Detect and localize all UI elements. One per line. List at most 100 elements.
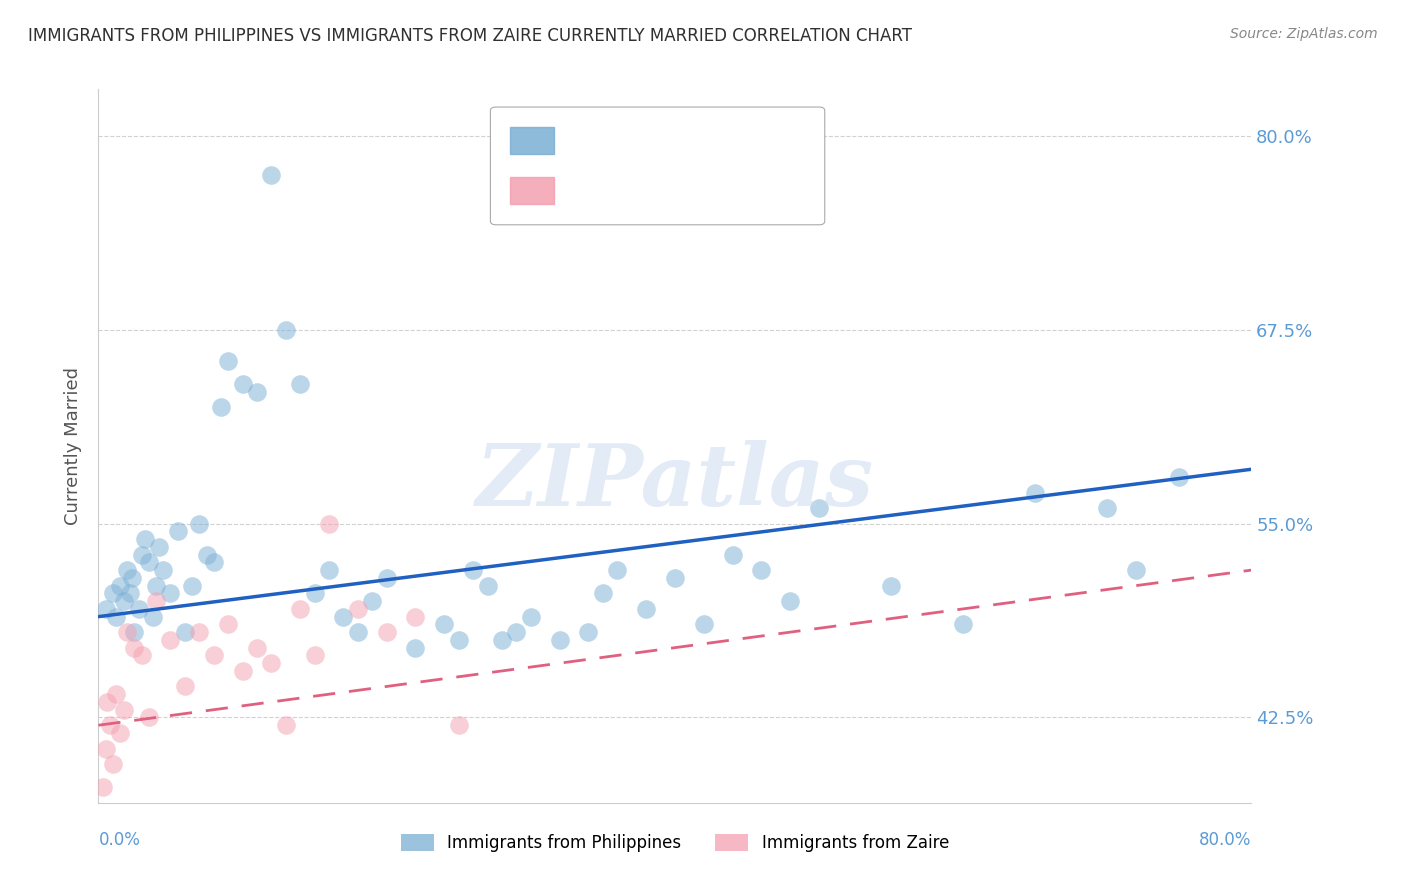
Point — [108, 726, 131, 740]
Point — [202, 555, 225, 569]
Point — [1024, 485, 1046, 500]
Point — [117, 563, 139, 577]
FancyBboxPatch shape — [491, 107, 825, 225]
Text: 80.0%: 80.0% — [1199, 831, 1251, 849]
Point — [104, 609, 127, 624]
Point — [260, 168, 283, 182]
Point — [174, 625, 197, 640]
Point — [94, 741, 117, 756]
Point — [174, 680, 197, 694]
Point — [447, 718, 470, 732]
Point — [134, 532, 156, 546]
Point — [304, 648, 326, 663]
Point — [290, 602, 312, 616]
Y-axis label: Currently Married: Currently Married — [65, 367, 83, 525]
Point — [101, 757, 124, 772]
Bar — [510, 127, 554, 154]
Point — [96, 695, 118, 709]
Point — [606, 563, 628, 577]
Point — [290, 376, 312, 391]
Point — [520, 609, 543, 624]
Point — [148, 540, 170, 554]
Point — [209, 401, 232, 415]
Point — [346, 625, 368, 640]
Point — [159, 632, 181, 647]
Point — [447, 632, 470, 647]
Point — [433, 617, 456, 632]
Point — [145, 579, 167, 593]
Point — [304, 586, 326, 600]
Point — [217, 353, 239, 368]
Point — [128, 602, 150, 616]
Point — [1097, 501, 1119, 516]
Point — [332, 609, 354, 624]
Point — [145, 594, 167, 608]
Bar — [510, 177, 554, 204]
Point — [124, 640, 146, 655]
Point — [375, 571, 398, 585]
Point — [138, 555, 160, 569]
Text: R =  0.291: R = 0.291 — [571, 132, 659, 150]
Point — [461, 563, 484, 577]
Point — [952, 617, 974, 632]
Point — [375, 625, 398, 640]
Point — [131, 648, 153, 663]
Point — [346, 602, 368, 616]
Point — [104, 687, 127, 701]
Point — [188, 516, 211, 531]
Point — [231, 664, 254, 678]
Text: ZIPatlas: ZIPatlas — [475, 440, 875, 524]
Point — [181, 579, 204, 593]
Point — [188, 625, 211, 640]
Text: 0.0%: 0.0% — [98, 831, 141, 849]
Point — [112, 594, 135, 608]
Point — [120, 586, 142, 600]
Point — [195, 548, 218, 562]
Point — [405, 640, 427, 655]
Point — [576, 625, 599, 640]
Point — [98, 718, 121, 732]
Text: N = 62: N = 62 — [721, 132, 783, 150]
Point — [124, 625, 146, 640]
Point — [779, 594, 801, 608]
Point — [1168, 470, 1191, 484]
Point — [166, 524, 188, 539]
Text: N = 29: N = 29 — [721, 182, 783, 200]
Point — [807, 501, 830, 516]
Point — [274, 323, 297, 337]
Text: R =  0.250: R = 0.250 — [571, 182, 659, 200]
Point — [131, 548, 153, 562]
Point — [693, 617, 716, 632]
Point — [361, 594, 384, 608]
Point — [91, 780, 114, 795]
Legend: Immigrants from Philippines, Immigrants from Zaire: Immigrants from Philippines, Immigrants … — [394, 827, 956, 859]
Point — [108, 579, 131, 593]
Point — [548, 632, 571, 647]
Point — [117, 625, 139, 640]
Point — [94, 602, 117, 616]
Point — [751, 563, 773, 577]
Point — [202, 648, 225, 663]
Text: Source: ZipAtlas.com: Source: ZipAtlas.com — [1230, 27, 1378, 41]
Point — [721, 548, 744, 562]
Point — [260, 656, 283, 670]
Point — [318, 563, 340, 577]
Point — [217, 617, 239, 632]
Point — [664, 571, 686, 585]
Point — [636, 602, 658, 616]
Point — [142, 609, 165, 624]
Point — [246, 640, 269, 655]
Point — [405, 609, 427, 624]
Point — [138, 710, 160, 724]
Point — [491, 632, 513, 647]
Text: IMMIGRANTS FROM PHILIPPINES VS IMMIGRANTS FROM ZAIRE CURRENTLY MARRIED CORRELATI: IMMIGRANTS FROM PHILIPPINES VS IMMIGRANT… — [28, 27, 912, 45]
Point — [1125, 563, 1147, 577]
Point — [112, 703, 135, 717]
Point — [274, 718, 297, 732]
Point — [231, 376, 254, 391]
Point — [121, 571, 143, 585]
Point — [152, 563, 174, 577]
Point — [159, 586, 181, 600]
Point — [592, 586, 614, 600]
Point — [246, 384, 269, 399]
